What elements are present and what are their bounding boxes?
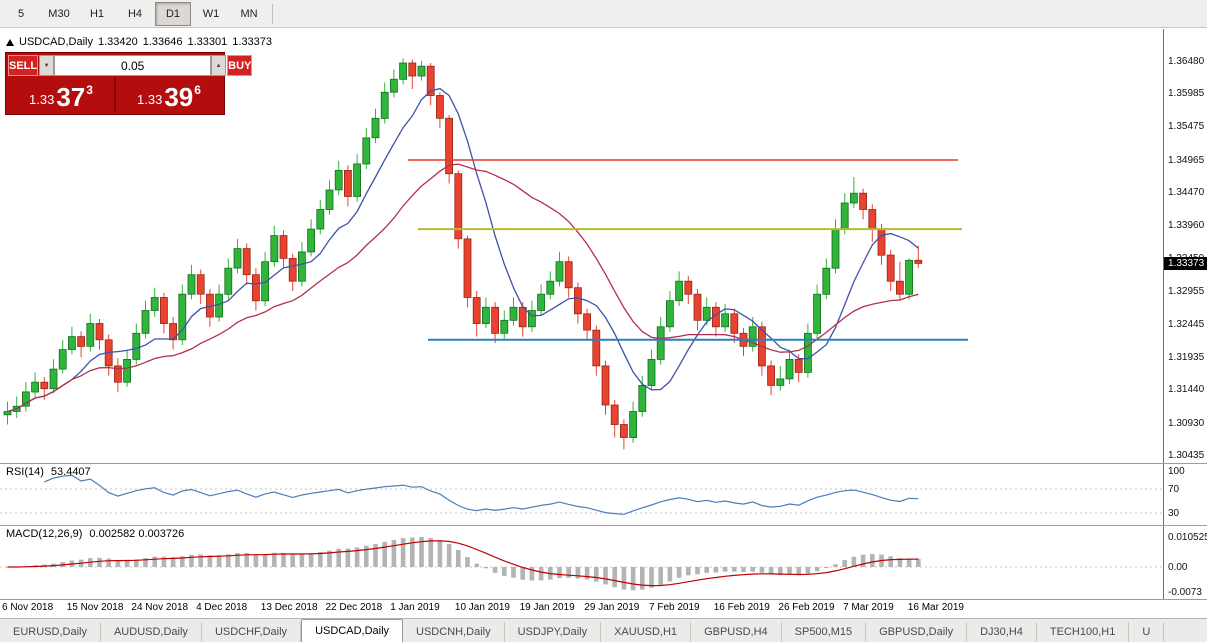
- chart-tabbar: EURUSD,Daily AUDUSD,Daily USDCHF,Daily USDC…: [0, 618, 1207, 642]
- date-label: 10 Jan 2019: [454, 602, 510, 613]
- chart-tab-usdcnh-daily[interactable]: USDCNH,Daily: [403, 622, 505, 642]
- chart-tab-gbpusd-daily[interactable]: GBPUSD,Daily: [866, 622, 968, 642]
- sell-price[interactable]: 1.33 37 3: [8, 78, 114, 112]
- candlestick-series: [3, 58, 923, 450]
- chart-tab-audusd-daily[interactable]: AUDUSD,Daily: [101, 622, 202, 642]
- date-label: 19 Jan 2019: [519, 602, 575, 613]
- date-label: 15 Nov 2018: [66, 602, 124, 613]
- rsi-tick-label: 30: [1168, 508, 1180, 519]
- price-tick-label: 1.33960: [1168, 220, 1205, 232]
- chart-tab-tech100-h1[interactable]: TECH100,H1: [1037, 622, 1130, 642]
- ohlc-open: 1.33420: [97, 36, 138, 48]
- price-scale: 1.36480 1.35985 1.35475 1.34965 1.34470 1.339…: [1163, 29, 1207, 599]
- buy-price[interactable]: 1.33 39 6: [116, 78, 222, 112]
- timeframe-button-w1[interactable]: W1: [202, 7, 220, 20]
- panel-separator: [0, 463, 1207, 464]
- timeframe-button-h1[interactable]: H1: [89, 7, 105, 20]
- chart-tab-usdcad-daily[interactable]: USDCAD,Daily: [301, 619, 404, 642]
- chart-tab-xauusd-h1[interactable]: XAUUSD,H1: [601, 622, 692, 642]
- rsi-value: 53.4407: [50, 466, 91, 478]
- symbol-label: USDCAD,Daily 1.33420 1.33646 1.33301 1.3…: [6, 36, 277, 48]
- macd-signal-line: [7, 540, 919, 587]
- macd-values: 0.002582 0.003726: [89, 528, 185, 540]
- ma-slow-line: [7, 163, 919, 413]
- panel-separator: [0, 525, 1207, 526]
- rsi-name: RSI(14): [6, 466, 44, 478]
- macd-label: MACD(12,26,9) 0.002582 0.003726: [6, 528, 191, 540]
- price-tick-label: 1.34965: [1168, 154, 1205, 166]
- volume-input[interactable]: [54, 55, 212, 76]
- chart-tab-u[interactable]: U: [1129, 622, 1165, 642]
- ma-fast-line: [7, 87, 919, 413]
- candlestick-chart-canvas[interactable]: [0, 29, 1163, 599]
- volume-increase-button[interactable]: ▲: [211, 55, 227, 76]
- date-label: 13 Dec 2018: [260, 602, 318, 613]
- chart-tab-eurusd-daily[interactable]: EURUSD,Daily: [0, 622, 101, 642]
- date-label: 24 Nov 2018: [131, 602, 189, 613]
- price-tick-label: 1.32445: [1168, 318, 1205, 330]
- ohlc-low: 1.33301: [187, 36, 228, 48]
- sell-price-prefix: 1.33: [29, 92, 55, 107]
- timeframe-button-h4[interactable]: H4: [127, 7, 143, 20]
- timeframe-button-5[interactable]: 5: [17, 7, 25, 20]
- date-label: 26 Feb 2019: [778, 602, 835, 613]
- buy-price-big: 39: [164, 82, 194, 112]
- buy-price-prefix: 1.33: [137, 92, 163, 107]
- buy-button[interactable]: BUY: [227, 55, 253, 76]
- volume-decrease-button[interactable]: ▼: [39, 55, 55, 76]
- date-label: 7 Mar 2019: [843, 602, 894, 613]
- date-label: 16 Feb 2019: [713, 602, 770, 613]
- chart-tab-usdchf-daily[interactable]: USDCHF,Daily: [202, 622, 302, 642]
- panel-separator: [0, 599, 1207, 600]
- timeframe-toolbar: 5 M30 H1 H4 D1 W1 MN: [0, 0, 1207, 28]
- price-divider: [114, 78, 116, 112]
- price-tick-label: 1.30435: [1168, 449, 1205, 461]
- timeframe-button-d1[interactable]: D1: [155, 1, 191, 26]
- timeframe-button-m30[interactable]: M30: [48, 7, 70, 20]
- chart-tab-dj30-h4[interactable]: DJ30,H4: [967, 622, 1037, 642]
- chart-tab-sp500-m15[interactable]: SP500,M15: [782, 622, 867, 642]
- rsi-tick-label: 70: [1168, 484, 1180, 495]
- date-label: 22 Dec 2018: [325, 602, 383, 613]
- buy-price-pip: 6: [194, 83, 201, 97]
- date-label: 29 Jan 2019: [584, 602, 640, 613]
- price-tick-label: 1.36480: [1168, 56, 1205, 67]
- toolbar-separator: [272, 3, 273, 24]
- date-label: 16 Mar 2019: [907, 602, 964, 613]
- rsi-line: [44, 474, 919, 515]
- ohlc-high: 1.33646: [142, 36, 183, 48]
- date-label: 4 Dec 2018: [196, 602, 248, 613]
- macd-histogram: [5, 537, 921, 591]
- current-price-badge: 1.33373: [1164, 257, 1207, 271]
- price-tick-label: 1.31440: [1168, 384, 1205, 396]
- symbol-name: USDCAD,Daily: [19, 36, 93, 48]
- macd-tick-label: 0.00: [1168, 562, 1188, 573]
- chart-tab-usdjpy-daily[interactable]: USDJPY,Daily: [505, 622, 602, 642]
- price-tick-label: 1.35475: [1168, 121, 1205, 133]
- date-axis: 6 Nov 2018 15 Nov 2018 24 Nov 2018 4 Dec 20…: [0, 601, 1163, 617]
- price-tick-label: 1.30930: [1168, 417, 1205, 429]
- rsi-label: RSI(14) 53.4407: [6, 466, 98, 478]
- macd-name: MACD(12,26,9): [6, 528, 83, 540]
- rsi-tick-label: 100: [1168, 466, 1185, 477]
- one-click-trading-panel: SELL ▼ ▲ BUY 1.33 37 3 1.33 39 6: [5, 52, 253, 115]
- date-label: 6 Nov 2018: [2, 602, 54, 613]
- sell-price-pip: 3: [86, 83, 93, 97]
- sell-button[interactable]: SELL: [8, 55, 39, 76]
- price-tick-label: 1.34470: [1168, 186, 1205, 198]
- date-label: 7 Feb 2019: [649, 602, 700, 613]
- chart-area: USDCAD,Daily 1.33420 1.33646 1.33301 1.3…: [0, 29, 1207, 618]
- chart-tab-gbpusd-h4[interactable]: GBPUSD,H4: [691, 622, 782, 642]
- macd-tick-label: 0.010525: [1168, 532, 1207, 543]
- price-tick-label: 1.35985: [1168, 88, 1205, 100]
- symbol-marker-icon: [6, 38, 14, 46]
- macd-tick-label: -0.0073: [1168, 587, 1202, 598]
- sell-price-big: 37: [56, 82, 86, 112]
- date-label: 1 Jan 2019: [390, 602, 440, 613]
- timeframe-button-mn[interactable]: MN: [240, 7, 258, 20]
- ohlc-close: 1.33373: [232, 36, 273, 48]
- price-tick-label: 1.31935: [1168, 352, 1205, 364]
- price-tick-label: 1.32955: [1168, 285, 1205, 297]
